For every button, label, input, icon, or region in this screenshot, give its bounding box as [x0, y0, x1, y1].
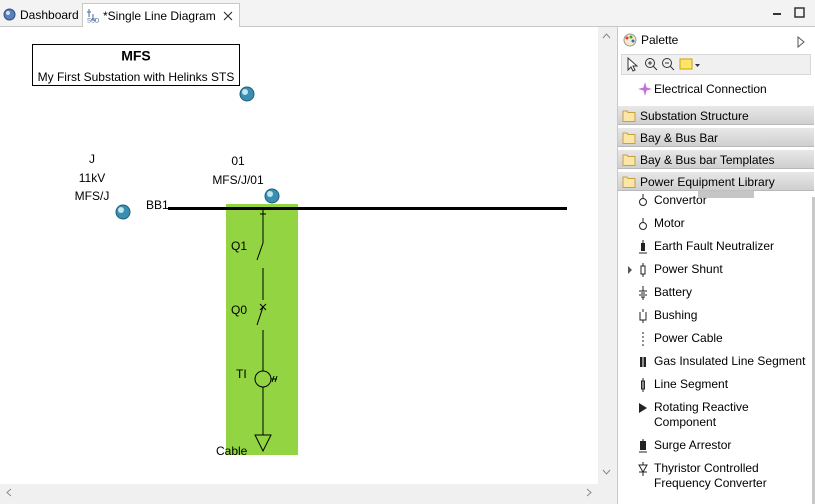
diagram-title: MFS — [121, 48, 151, 64]
busbar-label: BB1 — [146, 198, 169, 212]
item-icon — [639, 218, 647, 230]
palette-toolbar — [621, 54, 811, 75]
equipment-label: Cable — [216, 444, 248, 458]
bay-name: 01 — [231, 154, 245, 168]
folder-icon — [622, 154, 636, 166]
palette-drawer[interactable]: Substation Structure — [618, 105, 814, 125]
palette-drawer[interactable]: Bay & Bus Bar — [618, 127, 814, 147]
palette-item[interactable]: Gas Insulated Line Segment — [654, 354, 806, 368]
tab-label: *Single Line Diagram — [103, 9, 216, 23]
palette-drawer[interactable]: Power Equipment Library — [618, 171, 814, 191]
item-icon — [642, 332, 644, 346]
item-icon — [639, 240, 647, 254]
svg-text:SSD: SSD — [87, 19, 100, 23]
item-icon — [639, 403, 647, 413]
scroll-indicator[interactable] — [698, 190, 754, 198]
palette-drawer[interactable]: Bay & Bus bar Templates — [618, 149, 814, 169]
diagram-canvas: MFS My First Substation with Helinks STS… — [0, 27, 615, 484]
tab[interactable]: Dashboard — [0, 3, 81, 27]
palette-item[interactable]: Surge Arrestor — [654, 438, 732, 452]
horizontal-scrollbar[interactable] — [0, 484, 598, 501]
window-controls[interactable] — [770, 6, 810, 20]
close-button[interactable] — [223, 11, 233, 21]
bay-path: MFS/J/01 — [212, 173, 264, 187]
palette-item[interactable]: Earth Fault Neutralizer — [654, 239, 775, 253]
folder-icon — [622, 110, 636, 122]
palette-item[interactable]: Thyristor Controlled Frequency Converter — [654, 461, 767, 490]
item-icon — [639, 439, 647, 453]
palette-item[interactable]: Rotating Reactive Component — [654, 400, 749, 429]
toolbar-icons[interactable] — [622, 55, 722, 74]
expand-arrow — [628, 266, 632, 274]
tool-icon — [638, 82, 652, 96]
palette-icon — [623, 33, 637, 47]
palette-item[interactable]: Motor — [654, 216, 685, 230]
voltage-level-path: MFS/J — [75, 189, 110, 203]
folder-icon — [622, 176, 636, 188]
status-icon — [239, 86, 255, 102]
voltage-level-name: J — [89, 152, 95, 166]
scroll-arrows — [602, 33, 611, 475]
scroll-arrows — [6, 488, 592, 497]
collapse-button[interactable] — [796, 36, 806, 48]
palette-item[interactable]: Convertor — [654, 193, 707, 207]
status-icon — [115, 204, 131, 220]
tab-bar: Dashboard SSD *Single Line Diagram — [0, 0, 815, 27]
item-icon — [639, 309, 647, 323]
item-icon — [640, 263, 646, 277]
palette-item[interactable]: Bushing — [654, 308, 698, 322]
vertical-scrollbar[interactable] — [598, 27, 615, 484]
palette-scrollbar[interactable] — [812, 197, 815, 504]
status-icon — [264, 188, 280, 204]
palette-item[interactable]: Line Segment — [654, 377, 729, 391]
item-icon — [640, 355, 646, 369]
palette-item[interactable]: Power Cable — [654, 331, 723, 345]
item-icon — [641, 378, 645, 392]
equipment-label: Q1 — [231, 239, 247, 253]
tab-active[interactable]: SSD *Single Line Diagram — [82, 3, 240, 27]
palette-tool[interactable]: Electrical Connection — [654, 82, 767, 96]
palette-item[interactable]: Battery — [654, 285, 693, 299]
diagram-subtitle: My First Substation with Helinks STS — [38, 70, 235, 84]
voltage-level-voltage: 11kV — [79, 171, 105, 185]
title-box[interactable] — [32, 44, 240, 86]
tab-icon: SSD — [87, 9, 100, 23]
equipment-label: Q0 — [231, 303, 247, 317]
folder-icon — [622, 132, 636, 144]
equipment-label: TI — [236, 367, 247, 381]
tab-label: Dashboard — [20, 8, 79, 22]
diagram: MFS My First Substation with Helinks STS… — [32, 44, 567, 458]
palette: Palette Electrical Connection Substation … — [617, 27, 815, 504]
item-icon — [639, 194, 647, 206]
expand-indicator — [800, 176, 810, 186]
bay-wiring — [254, 210, 278, 453]
palette-item[interactable]: Power Shunt — [654, 262, 723, 276]
palette-title: Palette — [641, 33, 679, 47]
item-icon — [639, 286, 647, 300]
item-icon — [638, 462, 648, 476]
tab-icon — [3, 8, 16, 21]
